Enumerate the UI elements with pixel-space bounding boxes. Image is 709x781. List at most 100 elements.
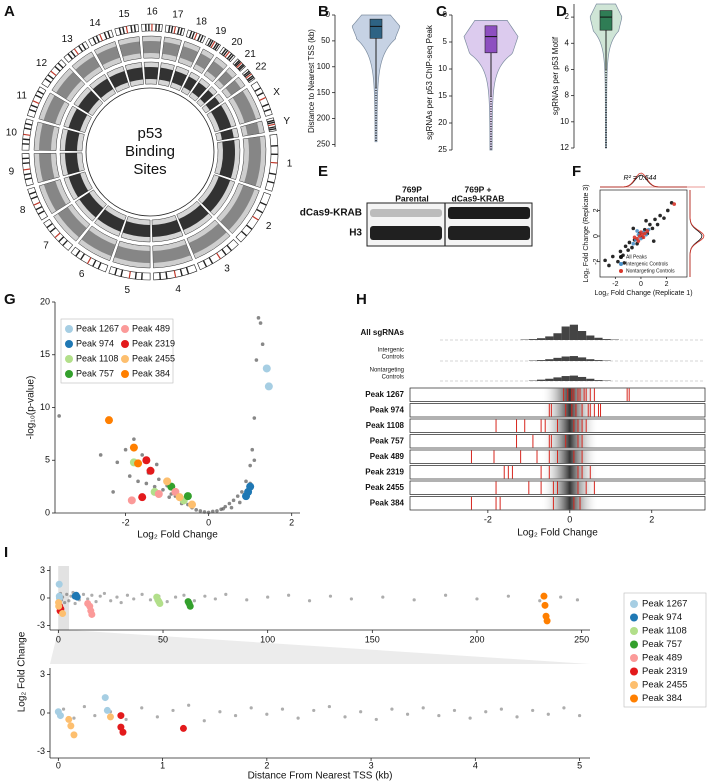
legend-label: Peak 2319 bbox=[132, 338, 175, 348]
point bbox=[650, 226, 655, 231]
peak-point bbox=[65, 715, 73, 723]
y-tick-label: 8 bbox=[565, 91, 570, 100]
background-point bbox=[73, 601, 77, 606]
y-tick-label: 12 bbox=[560, 143, 569, 152]
density-label: Nontargeting bbox=[370, 368, 404, 374]
legend-label: All Peaks bbox=[626, 254, 647, 260]
peak-point bbox=[104, 416, 113, 425]
row-label: Peak 489 bbox=[370, 452, 405, 461]
column-label: 769P bbox=[402, 184, 422, 194]
center-circle bbox=[85, 87, 215, 217]
ideogram-band bbox=[103, 32, 108, 40]
point bbox=[626, 248, 630, 252]
background-point bbox=[266, 595, 270, 599]
background-point bbox=[280, 707, 285, 711]
background-point bbox=[312, 708, 316, 713]
centromere bbox=[173, 26, 177, 34]
ideogram-band bbox=[254, 87, 262, 92]
x-tick-label: 3 bbox=[369, 760, 374, 770]
background-point bbox=[327, 704, 331, 709]
density-bar bbox=[528, 339, 538, 340]
y-tick-label: -3 bbox=[37, 620, 45, 630]
ideogram-band bbox=[243, 70, 250, 77]
density-bar bbox=[586, 335, 595, 340]
background-point bbox=[218, 710, 222, 714]
centromere bbox=[99, 34, 103, 41]
center-text: Sites bbox=[133, 161, 166, 178]
centromere bbox=[86, 257, 92, 264]
track-outer-core bbox=[206, 61, 224, 79]
ideogram-band bbox=[212, 42, 218, 50]
point bbox=[639, 230, 643, 235]
background-point bbox=[72, 716, 76, 720]
x-tick-label: 200 bbox=[469, 634, 484, 644]
y-tick-label: 3 bbox=[40, 669, 45, 679]
chromosome-label: 7 bbox=[43, 240, 49, 251]
chromosome-label: 14 bbox=[89, 18, 101, 29]
background-point bbox=[167, 495, 171, 499]
y-tick-label: 250 bbox=[317, 140, 331, 149]
chromosome-label: X bbox=[273, 87, 280, 98]
band bbox=[370, 209, 442, 217]
peak-point bbox=[146, 466, 155, 475]
peak-point bbox=[183, 492, 192, 501]
background-point bbox=[192, 599, 197, 603]
ideogram-band bbox=[268, 172, 277, 176]
ideogram-band bbox=[263, 108, 271, 113]
y-tick-label: -2 bbox=[593, 258, 600, 264]
centromere bbox=[73, 48, 79, 55]
background-point bbox=[161, 487, 165, 492]
ideogram-band bbox=[25, 122, 33, 126]
null-band bbox=[541, 419, 599, 432]
background-point bbox=[231, 498, 236, 503]
background-point bbox=[140, 453, 145, 457]
peak-point bbox=[119, 728, 127, 736]
ideogram-band bbox=[159, 272, 162, 280]
chromosome-label: 16 bbox=[147, 7, 159, 18]
ideogram-band bbox=[240, 230, 248, 237]
background-point bbox=[61, 707, 66, 711]
density-bar bbox=[545, 336, 554, 340]
legend-marker bbox=[619, 269, 623, 273]
density-bar bbox=[537, 360, 546, 361]
ideogram-band bbox=[75, 250, 81, 257]
track-outer-core bbox=[75, 56, 101, 79]
ideogram-band bbox=[185, 267, 190, 275]
track-outer-core bbox=[56, 71, 82, 100]
legend-label: Intergenic Controls bbox=[626, 261, 668, 267]
y-tick-label: 5 bbox=[45, 455, 50, 465]
background-point bbox=[235, 494, 240, 498]
ideogram-band bbox=[95, 35, 100, 43]
ideogram-band bbox=[29, 108, 37, 113]
peak-point bbox=[106, 713, 114, 721]
row-label: Peak 757 bbox=[370, 436, 405, 445]
ideogram-band bbox=[120, 269, 124, 277]
centromere bbox=[193, 32, 198, 40]
x-tick-label: -2 bbox=[484, 514, 492, 524]
centromere bbox=[23, 168, 31, 171]
background-point bbox=[443, 593, 448, 597]
y-tick-label: 0 bbox=[40, 592, 45, 602]
x-tick-label: 0 bbox=[56, 760, 61, 770]
point bbox=[645, 229, 650, 233]
background-point bbox=[381, 595, 385, 599]
ideogram-band bbox=[233, 59, 240, 66]
ideogram-band bbox=[179, 27, 183, 36]
row-label: dCas9-KRAB bbox=[300, 208, 362, 219]
ideogram-band bbox=[226, 53, 233, 60]
point bbox=[631, 241, 636, 246]
peak-point bbox=[59, 610, 67, 618]
y-axis-label: Log₂ Fold Change bbox=[17, 631, 28, 712]
legend-box bbox=[60, 318, 174, 384]
y-tick-label: 10 bbox=[438, 64, 447, 73]
point bbox=[655, 222, 660, 227]
background-point bbox=[328, 594, 333, 598]
background-point bbox=[98, 594, 102, 598]
row-label: Peak 974 bbox=[370, 405, 405, 414]
background-point bbox=[57, 414, 61, 418]
y-tick-label: 2 bbox=[565, 12, 570, 21]
chromosome-label: 18 bbox=[196, 16, 208, 27]
legend-label: Peak 384 bbox=[132, 368, 170, 378]
legend-marker bbox=[630, 694, 638, 703]
